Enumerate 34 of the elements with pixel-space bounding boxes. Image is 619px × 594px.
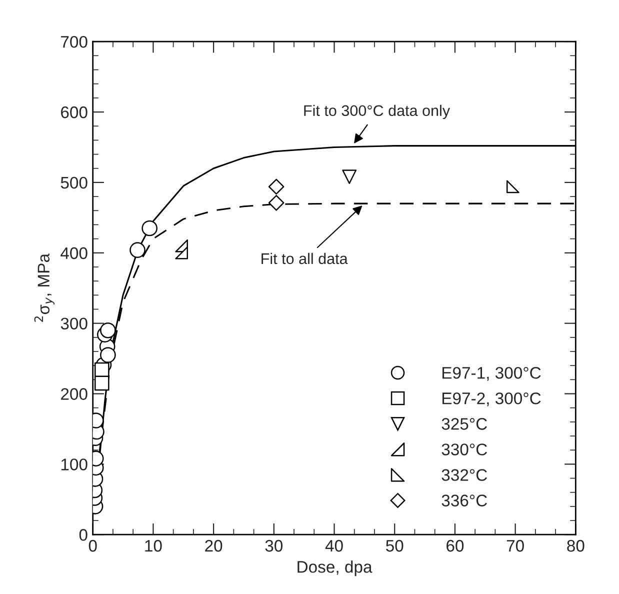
x-axis-title: Dose, dpa: [298, 560, 372, 576]
y-axis-title: $^{2}$σ$_{y}$, MPa: [34, 253, 54, 322]
legend-label: 336°C: [442, 494, 487, 506]
point: [94, 376, 110, 391]
x-tick-label: 80: [567, 540, 584, 552]
legend-label: 330°C: [442, 444, 487, 456]
y-tick-label: 0: [79, 529, 88, 541]
x-tick-label: 40: [325, 540, 343, 552]
x-tick-label: 10: [145, 540, 162, 552]
point: [268, 194, 284, 211]
legend-label: E97-1, 300°C: [442, 366, 541, 381]
point: [175, 246, 188, 260]
annotation: Fit to all data: [262, 252, 348, 264]
legend-label: 325°C: [442, 418, 487, 430]
point: [94, 362, 110, 378]
y-tick-label: 600: [61, 106, 88, 118]
x-tick-label: 50: [386, 540, 404, 552]
x-tick-label: 30: [265, 540, 283, 552]
legend-label: E97-2, 300°C: [442, 392, 541, 406]
y-tick-label: 400: [60, 247, 88, 260]
point: [342, 170, 357, 184]
y-tick-label: 700: [61, 36, 88, 48]
x-tick-label: 70: [506, 540, 524, 552]
point: [268, 178, 284, 195]
y-tick-label: 200: [61, 388, 88, 400]
y-tick-label: 500: [60, 176, 88, 189]
y-tick-label: 300: [60, 318, 88, 330]
point: [506, 180, 520, 194]
x-tick-label: 0: [88, 540, 97, 552]
annotation: Fit to 300°C data only: [304, 104, 450, 120]
y-tick-label: 100: [61, 458, 88, 470]
legend-label: 332°C: [442, 469, 487, 481]
x-tick-label: 20: [205, 540, 222, 552]
x-tick-label: 60: [446, 540, 464, 552]
